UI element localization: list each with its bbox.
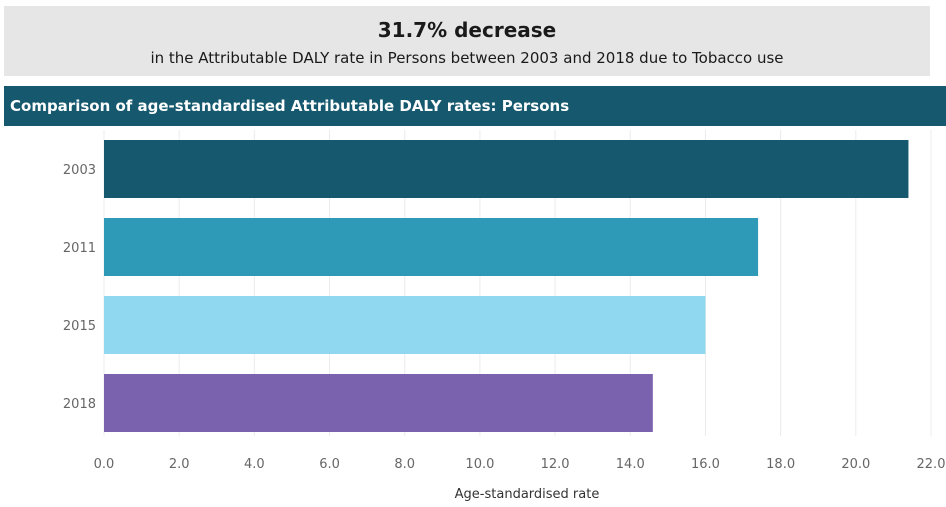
bar-2015[interactable] <box>104 296 706 354</box>
x-axis-label: Age-standardised rate <box>455 487 600 502</box>
x-tick-label: 8.0 <box>394 457 415 472</box>
y-category-label: 2011 <box>63 241 96 256</box>
bar-2011[interactable] <box>104 218 759 276</box>
y-category-label: 2015 <box>63 319 96 334</box>
x-tick-label: 20.0 <box>841 457 870 472</box>
chart-title: Comparison of age-standardised Attributa… <box>10 97 570 115</box>
y-axis-labels: 2003 2011 2015 2018 <box>63 163 96 412</box>
summary-banner: 31.7% decrease in the Attributable DALY … <box>4 6 930 76</box>
bar-2018[interactable] <box>104 374 653 432</box>
summary-headline: 31.7% decrease <box>377 18 557 42</box>
x-tick-label: 22.0 <box>917 457 946 472</box>
x-axis-ticks: 0.0 2.0 4.0 6.0 8.0 10.0 12.0 14.0 16.0 18.0 20.0 2… <box>94 457 946 472</box>
x-tick-label: 18.0 <box>766 457 795 472</box>
x-tick-label: 4.0 <box>244 457 265 472</box>
x-tick-label: 6.0 <box>319 457 340 472</box>
y-category-label: 2003 <box>63 163 96 178</box>
summary-subline: in the Attributable DALY rate in Persons… <box>150 49 784 67</box>
x-tick-label: 0.0 <box>94 457 115 472</box>
chart-bars <box>104 140 909 432</box>
x-tick-label: 12.0 <box>541 457 570 472</box>
bar-chart: 2003 2011 2015 2018 0.0 2.0 4.0 6.0 8.0 10.0 12.0… <box>63 130 946 502</box>
chart-header: Comparison of age-standardised Attributa… <box>4 86 946 126</box>
x-tick-label: 16.0 <box>691 457 720 472</box>
x-tick-label: 14.0 <box>616 457 645 472</box>
y-category-label: 2018 <box>63 397 96 412</box>
bar-2003[interactable] <box>104 140 909 198</box>
x-tick-label: 10.0 <box>465 457 494 472</box>
x-tick-label: 2.0 <box>169 457 190 472</box>
